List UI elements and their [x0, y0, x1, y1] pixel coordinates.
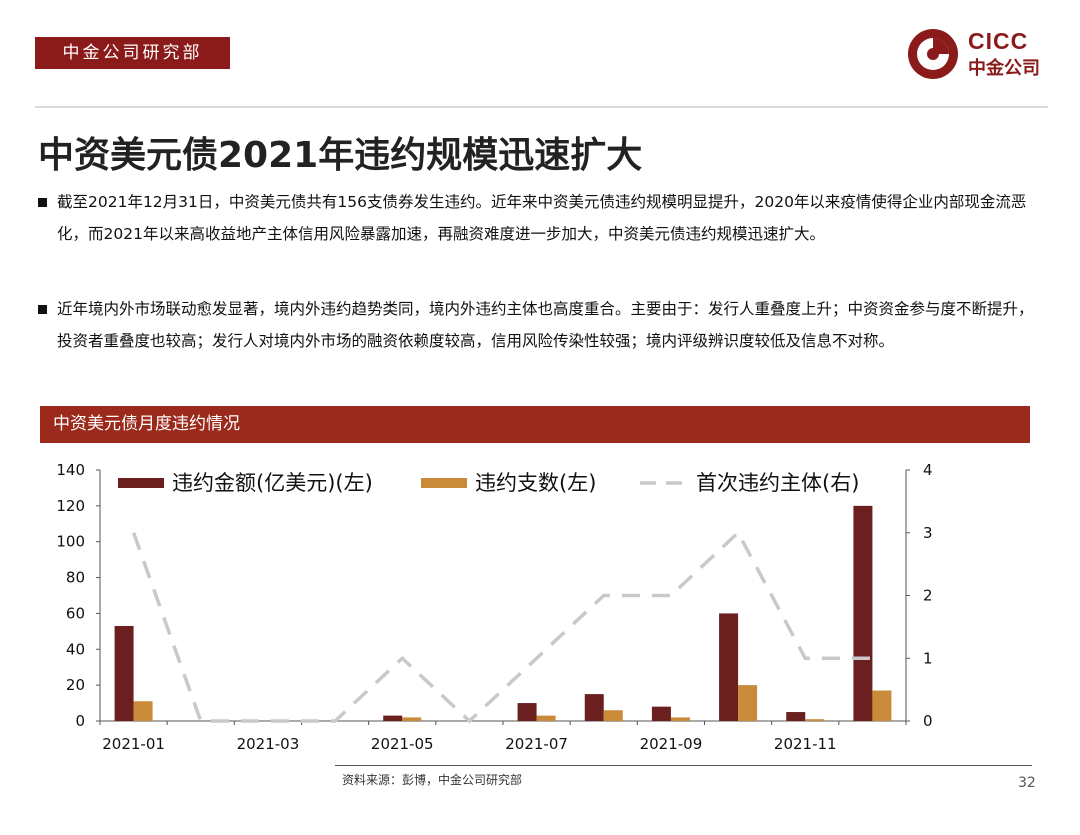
bullet-text: 近年境内外市场联动愈发显著，境内外违约趋势类同，境内外违约主体也高度重合。主要由… [57, 300, 1034, 350]
bar-amount [853, 505, 873, 721]
bar-count [536, 715, 556, 721]
header-divider [35, 106, 1048, 108]
bar-count [603, 710, 623, 721]
bar-amount [517, 703, 537, 721]
legend-label: 违约支数(左) [475, 471, 596, 495]
bar-amount [651, 706, 671, 721]
x-tick-label: 2021-11 [774, 735, 837, 753]
bar-amount [719, 613, 739, 721]
logo-text-cn: 中金公司 [968, 58, 1040, 79]
y-left-tick-label: 60 [66, 604, 85, 622]
legend-label: 首次违约主体(右) [696, 471, 859, 495]
x-tick-label: 2021-01 [102, 735, 165, 753]
y-left-tick-label: 100 [56, 533, 85, 551]
bar-count [402, 717, 422, 721]
bar-count [133, 701, 153, 721]
bullet-item: 截至2021年12月31日，中资美元债共有156支债券发生违约。近年来中资美元债… [38, 186, 1038, 250]
line-first-default [131, 529, 873, 724]
legend-swatch-count [421, 478, 467, 488]
cicc-logo-icon [908, 29, 958, 79]
legend-swatch-amount [118, 478, 164, 488]
department-tag: 中金公司研究部 [35, 37, 230, 69]
bar-count [872, 690, 892, 721]
page-title: 中资美元债2021年违约规模迅速扩大 [38, 135, 643, 176]
y-right-tick-label: 0 [923, 712, 933, 730]
bar-amount [584, 694, 604, 721]
y-left-tick-label: 40 [66, 640, 85, 658]
bar-amount [383, 715, 403, 721]
bar-count [805, 719, 825, 721]
monthly-default-chart: 0 20 40 60 80 100 120 140 0 1 2 3 4 2021-01 2021-03 202… [56, 461, 933, 753]
y-right-tick-label: 3 [923, 524, 933, 542]
y-left-tick-label: 80 [66, 569, 85, 587]
bar-count [738, 685, 758, 721]
x-tick-label: 2021-03 [237, 735, 300, 753]
legend-label: 违约金额(亿美元)(左) [172, 471, 373, 495]
bullet-item: 近年境内外市场联动愈发显著，境内外违约趋势类同，境内外违约主体也高度重合。主要由… [38, 293, 1038, 357]
logo-text-en: CICC [968, 28, 1029, 54]
bullet-square-icon [38, 198, 47, 207]
bar-amount [114, 625, 134, 721]
x-tick-label: 2021-09 [640, 735, 703, 753]
chart-title-bar: 中资美元债月度违约情况 [40, 406, 1030, 443]
y-left-tick-label: 140 [56, 461, 85, 479]
y-right-tick-label: 1 [923, 649, 933, 667]
y-right-tick-label: 4 [923, 461, 933, 479]
y-left-tick-label: 120 [56, 497, 85, 515]
x-tick-label: 2021-07 [505, 735, 568, 753]
bullet-text: 截至2021年12月31日，中资美元债共有156支债券发生违约。近年来中资美元债… [57, 193, 1027, 243]
y-left-tick-label: 20 [66, 676, 85, 694]
page-number: 32 [1018, 775, 1036, 791]
footer-divider [335, 765, 1032, 766]
cicc-logo: CICC 中金公司 [906, 26, 1051, 82]
x-tick-label: 2021-05 [371, 735, 434, 753]
bar-amount [786, 712, 806, 721]
bullet-square-icon [38, 305, 47, 314]
y-right-tick-label: 2 [923, 587, 933, 605]
bar-count [670, 717, 690, 721]
y-left-tick-label: 0 [75, 712, 85, 730]
source-note: 资料来源：彭博，中金公司研究部 [342, 773, 523, 787]
